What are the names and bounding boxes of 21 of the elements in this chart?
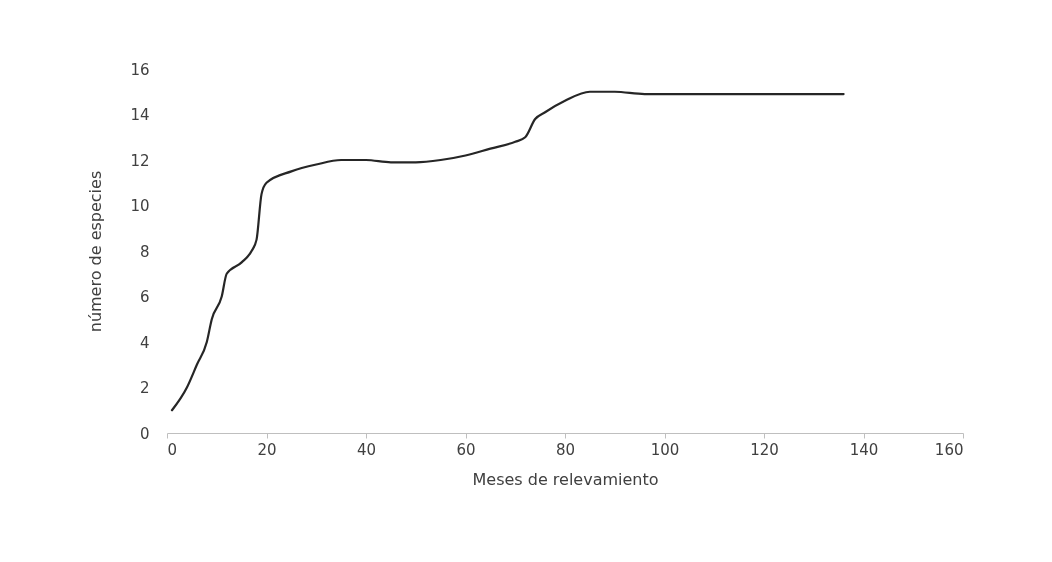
x-tick-label: 120 [750, 440, 779, 459]
y-tick-label: 10 [130, 197, 150, 215]
x-tick-label: 0 [167, 440, 178, 459]
y-tick-label: 4 [139, 333, 150, 352]
x-tick-label: 100 [650, 440, 680, 459]
y-tick-label: 14 [130, 106, 150, 124]
y-tick-label: 8 [139, 242, 150, 261]
y-tick-label: 0 [139, 424, 150, 443]
y-tick-label: 2 [139, 379, 150, 397]
y-axis-title: número de especies [86, 170, 106, 333]
y-tick-label: 12 [130, 151, 150, 170]
line-series [170, 90, 845, 412]
y-tick-label: 16 [130, 60, 150, 79]
x-axis-title: Meses de relevamiento [472, 469, 659, 489]
y-tick-label: 6 [139, 288, 150, 306]
x-tick-label: 60 [456, 440, 476, 459]
x-tick-label: 20 [257, 440, 277, 459]
x-tick-label: 80 [555, 440, 576, 459]
x-tick-label: 40 [356, 440, 377, 459]
x-tick-label: 160 [934, 440, 964, 459]
x-tick-label: 140 [849, 440, 879, 459]
